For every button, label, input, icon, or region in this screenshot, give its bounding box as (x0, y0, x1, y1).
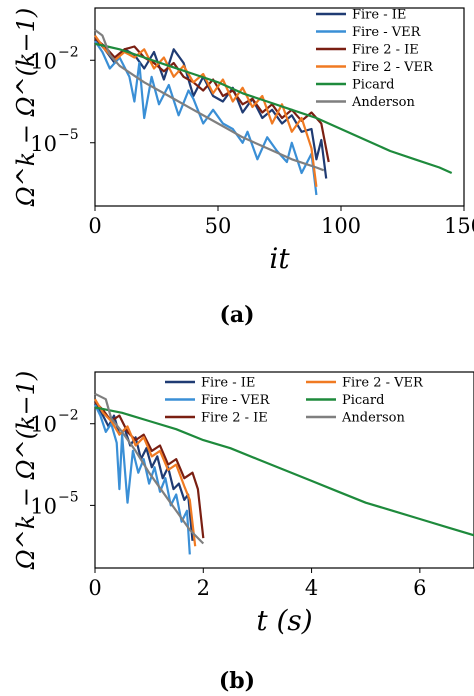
y-tick-label: 10 (30, 494, 57, 518)
x-axis-label-b: t (s) (256, 604, 312, 637)
y-tick-exponent: −5 (58, 127, 79, 143)
series-group-b (94, 392, 474, 555)
y-axis-label-b: Ω^k − Ω^(k−1) (12, 371, 40, 571)
plot-frame-a (94, 7, 465, 207)
series-group-a (94, 29, 453, 196)
series-line-fire2-ver (94, 34, 318, 187)
series-line-anderson (94, 392, 205, 545)
legend-entry-label: Fire 2 - IE (352, 43, 419, 58)
y-tick-label: 10 (30, 49, 57, 73)
series-line-picard (94, 42, 453, 175)
series-line-fire2-ver (94, 398, 197, 547)
y-tick-exponent: −2 (58, 44, 79, 60)
axis-ticks-a: 05010015010−210−5 (30, 44, 474, 238)
legend-entry-label: Fire 2 - IE (201, 411, 268, 426)
legend-entry-label: Picard (352, 78, 394, 93)
x-tick-label: 100 (321, 214, 361, 238)
series-line-fire-ver (94, 404, 191, 555)
x-tick-label: 2 (197, 576, 210, 600)
axis-ticks-b: 0 2 4 610 −210 −5 (30, 408, 426, 600)
y-tick-label: 10 (30, 132, 57, 156)
legend-entry-label: Fire 2 - VER (342, 376, 424, 391)
y-tick-exponent: −5 (58, 489, 79, 505)
legend-entry-label: Anderson (351, 95, 415, 110)
series-line-anderson (94, 29, 325, 172)
legend-entry-label: Fire - VER (352, 25, 422, 40)
legend-b: Fire - IE Fire - VER Fire 2 - IE Fire 2 - V… (165, 376, 424, 426)
series-line-fire2-ie (94, 37, 330, 163)
legend-entry-label: Fire - IE (201, 376, 255, 391)
y-tick-exponent: −2 (58, 408, 79, 424)
y-tick-label: 10 (30, 413, 57, 437)
legend-entry-label: Fire - VER (201, 393, 271, 408)
x-tick-label: 6 (413, 576, 426, 600)
legend-entry-label: Fire - IE (352, 8, 406, 23)
x-axis-label-a: it (269, 242, 290, 275)
series-line-fire2-ie (94, 401, 205, 539)
panel-caption-a: (a) (219, 302, 254, 328)
x-tick-label: 150 (444, 214, 474, 238)
plot-frame-b (94, 371, 474, 569)
x-tick-label: 0 (88, 214, 101, 238)
legend-entry-label: Fire 2 - VER (352, 60, 434, 75)
series-line-fire-ie (94, 401, 194, 541)
x-tick-label: 0 (88, 576, 101, 600)
x-tick-label: 4 (305, 576, 318, 600)
legend-entry-label: Anderson (341, 411, 405, 426)
legend-a: Fire - IE Fire - VER Fire 2 - IE Fire 2 - V… (316, 8, 434, 110)
series-line-fire-ver (94, 40, 318, 196)
series-line-picard (94, 406, 474, 537)
series-line-fire-ie (94, 37, 328, 179)
x-tick-label: 50 (205, 214, 232, 238)
legend-entry-label: Picard (342, 393, 384, 408)
panel-caption-b: (b) (219, 668, 255, 694)
y-axis-label-a: Ω^k − Ω^(k−1) (12, 8, 40, 208)
